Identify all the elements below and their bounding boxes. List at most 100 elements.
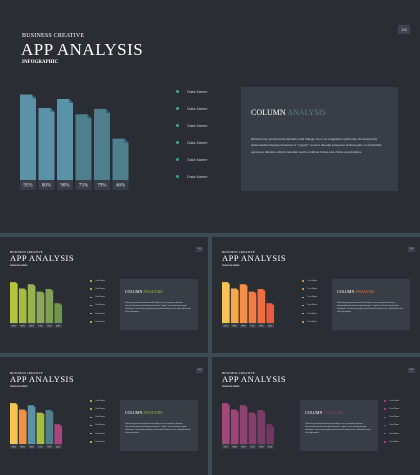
bar-2 [38,108,55,180]
bar-6-corner [60,424,63,427]
legend-label: Data Name [95,416,106,419]
legend-item: Data Name [90,433,105,435]
bar-label-box-1 [222,444,230,449]
bar-label-box-3 [27,323,36,328]
slide-title: APP ANALYSIS [222,253,287,263]
bar-1-corner [227,403,230,405]
legend-label: Data Name [95,304,106,307]
bar-label-box-3 [57,180,73,190]
kicker-text: BUSINESS CREATIVE [222,250,255,254]
column-analysis-title-word1: COLUMN [125,289,143,294]
bar-label-box-4 [36,444,45,449]
kicker-text: BUSINESS CREATIVE [22,33,85,39]
bar-label-box-2 [18,444,27,449]
legend-label: Data Name [187,123,208,128]
bar-label-box-3 [239,444,248,449]
bar-label-box-4 [36,323,45,328]
bar-value-label-4: 73% [38,445,42,448]
legend-dot-icon [384,416,386,419]
bar-value-label-1: 95% [12,445,16,448]
legend-dot-icon [90,321,92,323]
column-analysis-title: COLUMN ANALYSIS [125,289,163,294]
bar-4 [36,412,45,445]
legend-label: Data Name [95,320,106,323]
legend-item: Data Name [302,313,317,315]
bar-label-box-5 [45,323,54,328]
bar-5-corner [263,288,266,291]
column-analysis-box: COLUMN ANALYSIS Distinctively productiva… [120,400,198,451]
bar-1 [10,403,18,445]
slide-main[interactable]: BUSINESS CREATIVE APP ANALYSIS INFOGRAPH… [0,0,420,233]
legend-label: Data Name [95,288,106,291]
bar-2 [18,409,27,445]
bar-1-corner [15,403,18,405]
bar-value-label-5: 79% [47,445,51,448]
legend-dot-icon [176,140,180,145]
legend-label: Data Name [95,280,106,282]
bar-chart: 95% 80% 90% 73% 79% 46% [10,399,63,450]
slide-title: APP ANALYSIS [10,253,75,263]
bar-3 [239,405,248,445]
legend-item: Data Name [384,441,399,443]
bar-value-label-5: 79% [97,184,106,189]
bar-label-box-2 [18,323,27,328]
slide-subtitle: INFOGRAPHIC [222,264,241,267]
bar-4-corner [87,114,92,119]
bar-2 [230,288,239,324]
legend-dot-icon [384,400,386,402]
description-text: Distinctively productivate dynamic total… [337,302,403,313]
bar-6-corner [272,424,275,427]
slide-title: APP ANALYSIS [10,374,75,384]
description-text: Distinctively productivate dynamic total… [305,423,371,434]
bar-label-box-4 [248,444,257,449]
legend-dot-icon [384,408,386,410]
legend-dot-icon [302,304,304,307]
kicker-text: BUSINESS CREATIVE [222,371,255,375]
bar-label-box-5 [45,444,54,449]
slide-thumbnail-orange[interactable]: BUSINESS CREATIVE APP ANALYSIS INFOGRAPH… [212,237,420,353]
legend-dot-icon [384,432,386,435]
bar-chart-svg: 95% 80% 90% 73% 79% 46% [222,282,275,328]
bar-3 [57,99,73,180]
bar-3-corner [245,405,248,408]
column-analysis-title-word2: ANALYSIS [287,108,326,117]
legend-dot-icon [302,321,304,323]
bar-value-label-3: 90% [29,445,33,448]
legend-item: Data Name [90,296,105,298]
slide-title: APP ANALYSIS [222,374,287,384]
page-number: 5/6 [408,368,415,373]
bar-label-box-5 [94,180,110,190]
bar-label-box-1 [10,323,18,328]
legend-item: Data Name [384,408,399,410]
bar-value-label-6: 46% [268,324,272,327]
slide-thumbnail-green[interactable]: BUSINESS CREATIVE APP ANALYSIS INFOGRAPH… [0,237,208,353]
bar-value-label-1: 95% [224,324,228,327]
bar-3 [27,284,36,324]
legend-label: Data Name [389,432,400,435]
bar-label-box-5 [257,444,266,449]
legend-item: Data Name [384,416,399,418]
bar-2-corner [24,288,27,291]
bar-value-label-1: 95% [224,445,228,448]
legend-label: Data Name [95,440,106,443]
bar-2 [230,409,239,445]
legend-item: Data Name [302,296,317,298]
bar-label-box-2 [230,444,239,449]
column-analysis-title-word2: ANALYSIS [355,289,375,294]
bar-label-box-2 [38,180,55,190]
bar-6-corner [124,138,129,143]
bar-label-box-1 [222,323,230,328]
bar-1-corner [227,282,230,284]
column-analysis-title-word1: COLUMN [305,410,323,415]
column-analysis-box: COLUMN ANALYSIS Distinctively productiva… [241,87,398,191]
slide-thumbnail-multicolor[interactable]: BUSINESS CREATIVE APP ANALYSIS INFOGRAPH… [0,357,208,475]
bar-4-corner [42,412,45,415]
bar-5-corner [263,409,266,412]
bar-value-label-4: 73% [38,324,42,327]
legend-label: Data Name [389,400,400,402]
legend-label: Data Name [95,432,106,435]
bar-value-label-3: 90% [241,324,245,327]
bar-5 [45,409,54,445]
slide-thumbnail-purple[interactable]: BUSINESS CREATIVE APP ANALYSIS INFOGRAPH… [212,357,420,475]
bar-6 [54,303,63,324]
